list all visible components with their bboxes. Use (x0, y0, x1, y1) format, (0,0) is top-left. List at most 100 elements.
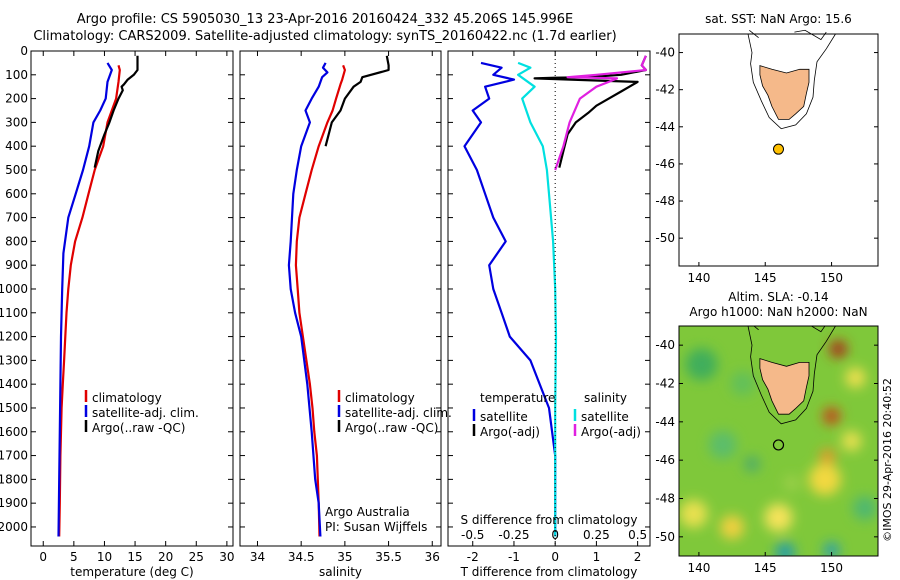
salinity-series-line (324, 55, 390, 147)
sst-lon-tick-label: 145 (754, 271, 777, 285)
salinity-x-tick-label: 34 (250, 550, 265, 564)
sst-map-frame (678, 33, 879, 267)
depth-tick-label: 300 (5, 115, 28, 129)
depth-tick-label: 1200 (0, 330, 28, 344)
sla-anomaly-blob (730, 371, 755, 396)
sla-map-anomalies (679, 340, 877, 556)
depth-tick-label: 200 (5, 92, 28, 106)
temperature-legend-label: satellite-adj. clim. (92, 406, 199, 420)
sla-lat-tick-label: -44 (655, 415, 675, 429)
sla-anomaly-blob (826, 411, 837, 422)
sla-map-mainland-coast (753, 326, 759, 331)
depth-tick-label: 1400 (0, 377, 28, 391)
sla-map-argo-marker (772, 439, 785, 451)
difference-legend-title-temperature: temperature (480, 391, 555, 405)
temperature-legend-label: Argo(..raw -QC) (92, 421, 185, 435)
difference-top-tick-label: 0.5 (628, 528, 647, 542)
sla-anomaly-blob (720, 515, 745, 540)
sla-map-title: Altim. SLA: -0.14 (728, 290, 828, 304)
sla-lon-tick-label: 140 (687, 561, 710, 575)
sla-anomaly-blob (808, 463, 841, 496)
temperature-axes-frame (30, 50, 234, 547)
salinity-x-tick-label: 34.5 (288, 550, 315, 564)
depth-tick-label: 1300 (0, 353, 28, 367)
sst-lat-tick-label: -42 (655, 83, 675, 97)
sla-anomaly-blob (764, 503, 793, 532)
temperature-x-tick-label: 25 (189, 550, 204, 564)
sst-lon-tick-label: 140 (687, 271, 710, 285)
sst-map-argo-marker (773, 143, 784, 155)
temperature-series-line (93, 55, 139, 168)
difference-x-tick-label: 2 (634, 550, 642, 564)
difference-top-axis-label: S difference from climatology (461, 513, 638, 527)
sst-map-tasmania (759, 65, 810, 120)
salinity-x-tick-label: 35 (337, 550, 352, 564)
salinity-legend-label: climatology (345, 391, 415, 405)
depth-tick-label: 1100 (0, 306, 28, 320)
depth-tick-label: 600 (5, 187, 28, 201)
depth-tick-label: 1900 (0, 496, 28, 510)
sla-anomaly-blob (775, 542, 796, 556)
difference-top-tick-label: -0.25 (498, 528, 529, 542)
temperature-x-tick-label: 30 (219, 550, 234, 564)
depth-tick-label: 1600 (0, 425, 28, 439)
sst-map-title: sat. SST: NaN Argo: 15.6 (705, 12, 852, 26)
sla-map-mainland-coast (810, 326, 826, 333)
sla-map-field (679, 326, 878, 556)
sla-lat-tick-label: -48 (655, 492, 675, 506)
difference-legend-label: satellite (480, 410, 528, 424)
difference-x-tick-label: 0 (551, 550, 559, 564)
sst-lat-tick-label: -46 (655, 157, 675, 171)
depth-tick-label: 1800 (0, 472, 28, 486)
temperature-x-tick-label: 0 (39, 550, 47, 564)
sla-anomaly-blob (841, 431, 862, 451)
difference-legend-label: Argo(-adj) (480, 425, 540, 439)
difference-top-tick-label: 0.25 (583, 528, 610, 542)
sst-map-mainland-coast (794, 29, 827, 41)
sst-lon-tick-label: 150 (820, 271, 843, 285)
sla-lon-tick-label: 145 (754, 561, 777, 575)
temperature-x-tick-label: 10 (97, 550, 112, 564)
sla-lat-tick-label: -42 (655, 377, 675, 391)
difference-series-line (463, 61, 557, 537)
depth-tick-label: 1700 (0, 449, 28, 463)
sst-map-shelf-contour (747, 33, 836, 130)
depth-tick-label: 1500 (0, 401, 28, 415)
salinity-legend-label: Argo(..raw -QC) (345, 421, 438, 435)
difference-legend-title-salinity: salinity (584, 391, 627, 405)
temperature-panel: 0 5 10 15 20 25 30 temperature (deg C) 0 100 200 30… (0, 44, 235, 579)
imos-credit: ©IMOS 29-Apr-2016 20:40:52 (881, 378, 894, 542)
sla-anomaly-blob (708, 430, 737, 459)
sla-anomaly-blob (743, 456, 760, 472)
difference-x-tick-label: -2 (467, 550, 479, 564)
sla-lat-tick-label: -50 (655, 530, 675, 544)
depth-tick-label: 2000 (0, 520, 28, 534)
sla-map-shelf-contour (747, 326, 836, 425)
salinity-legend-label: satellite-adj. clim. (345, 406, 452, 420)
depth-tick-label: 0 (20, 44, 28, 58)
difference-series-line (516, 61, 558, 537)
depth-tick-label: 800 (5, 234, 28, 248)
sla-anomaly-blob (852, 496, 877, 521)
sst-lat-tick-label: -44 (655, 120, 675, 134)
salinity-x-tick-label: 36 (425, 550, 440, 564)
depth-tick-label: 100 (5, 68, 28, 82)
sla-map-subtitle: Argo h1000: NaN h2000: NaN (689, 305, 867, 319)
temperature-x-tick-label: 20 (158, 550, 173, 564)
difference-series-line (554, 55, 648, 171)
salinity-x-tick-label: 35.5 (375, 550, 402, 564)
annotation-argo-australia: Argo Australia (325, 505, 410, 519)
figure-title-line-1: Argo profile: CS 5905030_13 23-Apr-2016 … (76, 12, 574, 27)
salinity-panel: 34 34.5 35 35.5 36 salinity climatologysatelli… (239, 50, 452, 579)
difference-top-tick-label: 0 (551, 528, 559, 542)
sla-anomaly-blob (819, 448, 836, 465)
sla-map-panel: 140 145 150 -40 -42 -44 -46 -48 -50 Altim. SLA: -… (655, 290, 879, 575)
difference-legend-label: Argo(-adj) (581, 425, 641, 439)
temperature-series-line (57, 62, 113, 537)
temperature-x-tick-label: 15 (127, 550, 142, 564)
depth-tick-label: 700 (5, 211, 28, 225)
sla-anomaly-blob (845, 367, 866, 388)
sla-map-tasmania (759, 358, 810, 415)
depth-tick-label: 500 (5, 163, 28, 177)
